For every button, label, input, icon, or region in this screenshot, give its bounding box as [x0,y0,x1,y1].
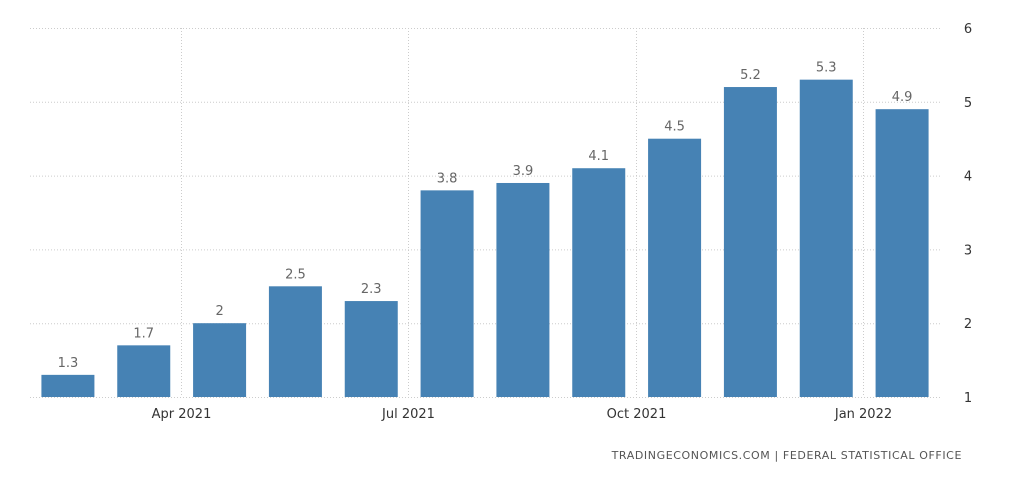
y-tick-label: 6 [964,22,972,37]
bar-value-label: 2.3 [361,282,382,297]
bar [648,138,702,397]
bar [799,79,853,397]
y-tick-label: 1 [964,391,972,406]
bar-value-label: 5.3 [816,61,837,76]
bar-value-label: 4.9 [892,90,913,105]
bar-value-label: 3.9 [513,164,534,179]
bar [344,301,398,397]
bar-value-label: 3.8 [437,171,458,186]
bar-value-label: 2 [215,304,223,319]
x-tick-label: Apr 2021 [152,407,212,422]
x-tick-label: Oct 2021 [607,407,667,422]
bar [117,345,171,397]
bar-value-label: 1.7 [133,326,154,341]
bar-value-label: 1.3 [58,356,79,371]
data-labels: 1.3 1.7 2 2.5 2.3 3.8 3.9 4.1 4.5 5.2 5.3 4.9 [58,61,913,371]
bar [193,323,247,397]
y-tick-label: 3 [964,243,972,258]
x-tick-label: Jul 2021 [381,407,435,422]
bar-value-label: 2.5 [285,267,306,282]
x-axis-ticks: Apr 2021 Jul 2021 Oct 2021 Jan 2022 [152,407,892,422]
source-attribution[interactable]: TRADINGECONOMICS.COM | FEDERAL STATISTIC… [611,449,962,462]
x-tick-label: Jan 2022 [834,407,892,422]
bar [41,374,95,397]
bar [420,190,474,397]
bar [723,87,777,397]
bar [268,286,322,397]
y-tick-label: 4 [964,170,972,185]
bar [572,168,626,397]
bar-value-label: 5.2 [740,68,761,83]
y-tick-label: 2 [964,317,972,332]
bar [875,109,929,398]
bars [41,79,929,398]
bar-value-label: 4.5 [664,120,685,135]
bar-value-label: 4.1 [588,149,609,164]
y-axis-ticks: 1 2 3 4 5 6 [964,22,972,406]
y-tick-label: 5 [964,96,972,111]
bar [496,182,550,397]
